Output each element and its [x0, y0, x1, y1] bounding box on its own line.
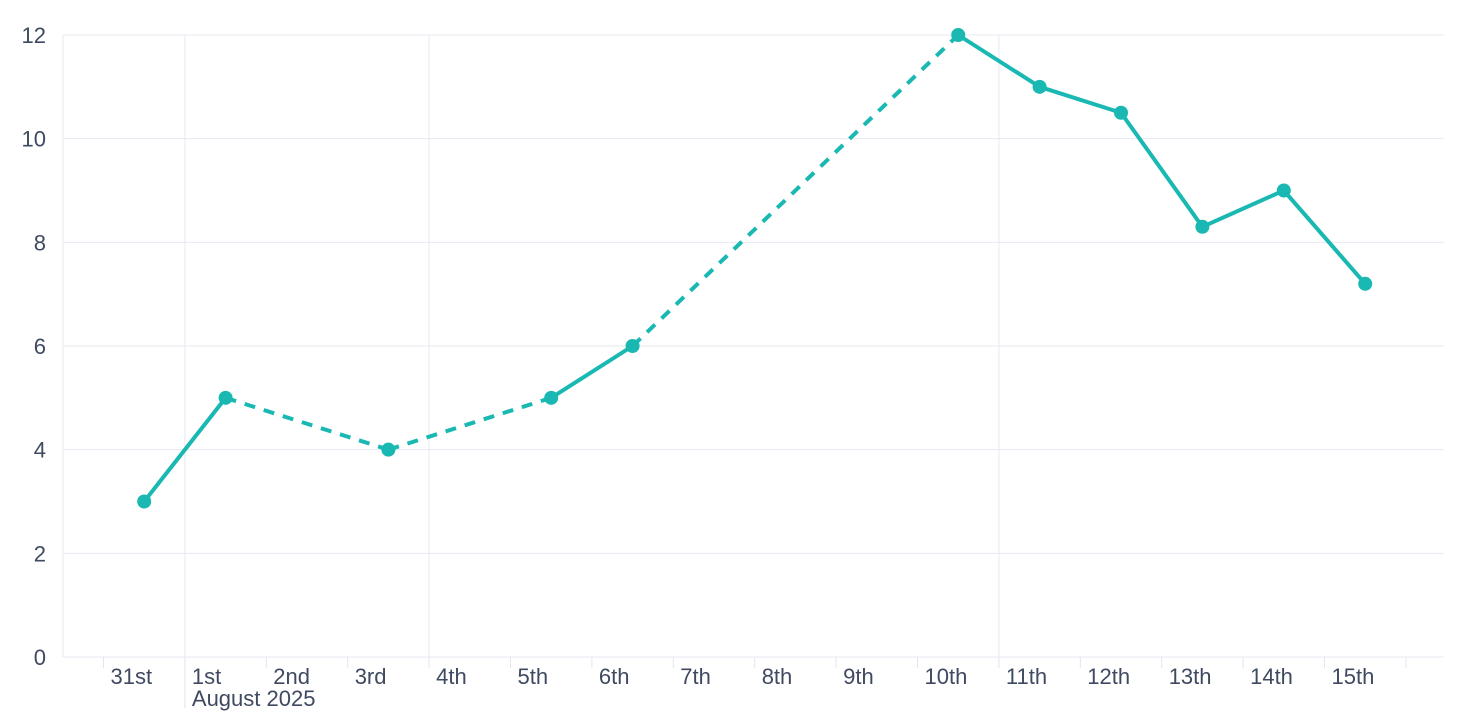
y-axis-label: 0	[34, 645, 46, 670]
series-segment-solid	[1119, 110, 1205, 229]
data-point[interactable]	[1195, 219, 1210, 234]
data-point[interactable]	[951, 28, 966, 42]
y-axis-label: 12	[22, 23, 46, 48]
x-axis-label: 5th	[518, 664, 549, 689]
data-point[interactable]	[218, 390, 233, 405]
data-point[interactable]	[137, 494, 152, 509]
series-segment-solid	[956, 33, 1042, 89]
y-axis-label: 4	[34, 438, 46, 463]
data-point[interactable]	[381, 442, 396, 457]
x-axis-label: 9th	[843, 664, 874, 689]
series-segment-dashed	[224, 395, 390, 452]
y-axis-label: 10	[22, 127, 46, 152]
y-axis-label: 6	[34, 334, 46, 359]
data-point[interactable]	[1276, 183, 1291, 198]
x-axis-month-label: August 2025	[192, 686, 316, 711]
series-segment-solid	[549, 344, 635, 400]
x-axis-label: 1st	[192, 664, 221, 689]
x-axis-label: 3rd	[355, 664, 387, 689]
x-axis-label: 11th	[1006, 664, 1047, 689]
x-axis-label: 8th	[762, 664, 793, 689]
x-axis-label: 6th	[599, 664, 630, 689]
series-segment-dashed	[387, 395, 552, 452]
x-axis-label: 2nd	[273, 664, 310, 689]
x-axis-label: 13th	[1169, 664, 1212, 689]
y-axis-label: 2	[34, 541, 46, 566]
x-axis-label: 14th	[1250, 664, 1293, 689]
series-segment-solid	[1200, 188, 1286, 229]
data-point[interactable]	[1114, 105, 1128, 120]
x-axis-label: 4th	[436, 664, 467, 689]
series-segment-solid	[1281, 188, 1368, 286]
series-segment-solid	[142, 395, 228, 504]
data-point[interactable]	[1358, 276, 1373, 291]
data-point[interactable]	[544, 390, 559, 405]
y-axis-label: 8	[34, 230, 46, 255]
x-axis-label: 12th	[1087, 664, 1130, 689]
data-point[interactable]	[1032, 79, 1047, 94]
series-segment-dashed	[631, 33, 960, 348]
x-axis-label: 10th	[925, 664, 968, 689]
x-axis-label: 7th	[680, 664, 711, 689]
x-axis-label: 15th	[1332, 664, 1375, 689]
x-axis-label: 31st	[111, 664, 153, 689]
data-point[interactable]	[625, 339, 640, 353]
series-segment-solid	[1037, 84, 1123, 115]
